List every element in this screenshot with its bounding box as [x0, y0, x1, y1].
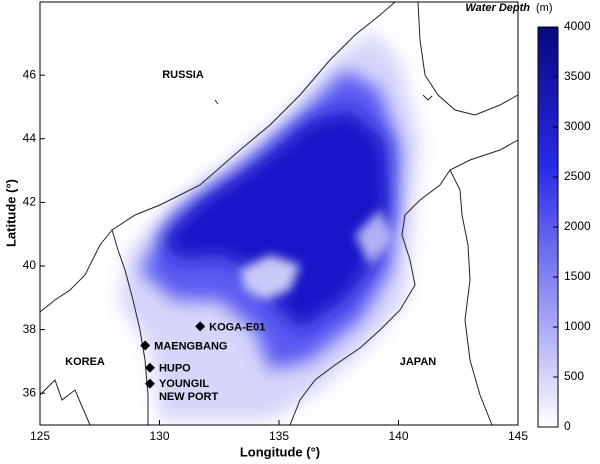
colorbar-tick-label: 1000 — [564, 319, 591, 333]
colorbar-tick-label: 500 — [564, 369, 584, 383]
y-axis-label: Latitude (°) — [3, 179, 18, 247]
y-tick-label: 44 — [23, 131, 37, 145]
coastlines — [39, 1, 519, 426]
x-tick-label: 140 — [388, 429, 408, 443]
colorbar-tick-label: 2000 — [564, 219, 591, 233]
station-marker — [144, 378, 155, 389]
station-marker — [195, 321, 206, 332]
station-label: MAENGBANG — [154, 340, 227, 352]
x-tick-label: 135 — [269, 429, 289, 443]
y-tick-label: 36 — [23, 385, 37, 399]
region-label: KOREA — [65, 356, 105, 368]
colorbar-tick-label: 3000 — [564, 119, 591, 133]
colorbar-tick-label: 2500 — [564, 169, 591, 183]
station-label: HUPO — [159, 363, 191, 375]
station-label: KOGA-E01 — [209, 321, 265, 333]
colorbar-tick-label: 1500 — [564, 269, 591, 283]
y-tick-label: 38 — [23, 322, 37, 336]
station-marker — [144, 362, 155, 373]
colorbar-tick-label: 4000 — [564, 19, 591, 33]
depth-field — [118, 30, 420, 420]
colorbar-tick-label: 3500 — [564, 69, 591, 83]
y-tick-label: 42 — [23, 195, 37, 209]
x-tick-label: 145 — [508, 429, 528, 443]
region-label: JAPAN — [400, 356, 437, 368]
colorbar-unit: (m) — [536, 2, 553, 14]
region-label: RUSSIA — [162, 69, 204, 81]
x-tick-label: 125 — [30, 429, 50, 443]
colorbar-title: Water Depth — [465, 2, 530, 14]
x-tick-label: 130 — [149, 429, 169, 443]
y-tick-label: 46 — [23, 67, 37, 81]
y-tick-label: 40 — [23, 258, 37, 272]
station-marker — [140, 340, 151, 351]
colorbar-tick-label: 0 — [564, 419, 571, 433]
x-axis-label: Longitude (°) — [240, 444, 320, 459]
station-label: YOUNGIL NEW PORT — [158, 377, 219, 403]
